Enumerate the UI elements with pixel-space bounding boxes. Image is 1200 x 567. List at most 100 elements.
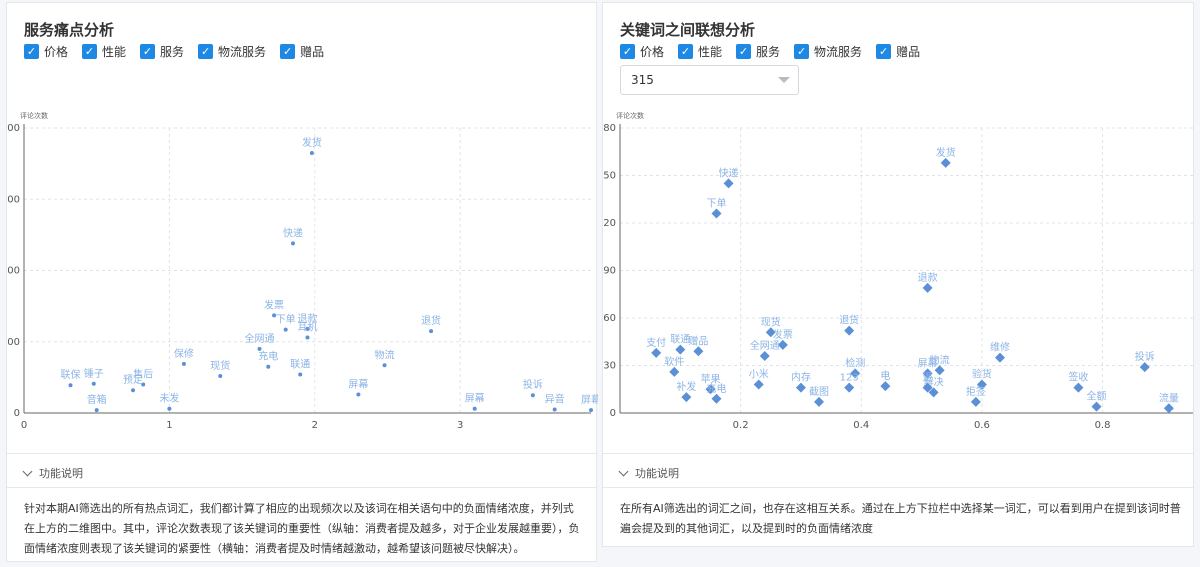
point-label: 屏幕 bbox=[465, 392, 485, 405]
data-point bbox=[305, 335, 310, 340]
point-label: 屏幕 bbox=[918, 356, 938, 369]
data-point bbox=[141, 382, 146, 387]
pain-point-panel: 服务痛点分析 ✓ 价格 ✓ 性能 ✓ 服务 ✓ 物流服务 ✓ 赠品 0 1,000 2,000 3,00… bbox=[6, 2, 598, 562]
point-label: 软件 bbox=[664, 355, 684, 368]
point-label: 退款 bbox=[918, 271, 938, 284]
point-label: 音箱 bbox=[87, 393, 107, 406]
divider bbox=[7, 453, 596, 454]
keyword-select-value: 315 bbox=[631, 73, 654, 87]
point-label: 联保 bbox=[61, 368, 81, 381]
data-point bbox=[1163, 403, 1174, 414]
keyword-association-scatter-chart: 0 30 60 90 120 150 180 0.2 0.4 0.6 0.8 评论次数发货快递下单退款… bbox=[603, 111, 1193, 431]
data-point bbox=[976, 379, 987, 390]
point-label: 签收 bbox=[1068, 371, 1088, 384]
checkbox-checked-icon: ✓ bbox=[678, 44, 694, 59]
checkbox-checked-icon: ✓ bbox=[280, 44, 296, 59]
checkbox-label: 服务 bbox=[756, 45, 781, 59]
data-point bbox=[795, 382, 806, 393]
x-tick-label: 3 bbox=[457, 420, 463, 431]
point-label: 耳机 bbox=[298, 320, 318, 333]
point-label: 异音 bbox=[545, 392, 565, 405]
data-point bbox=[266, 364, 271, 369]
checkbox-1[interactable]: ✓ 性能 bbox=[678, 43, 722, 60]
y-tick-label: 60 bbox=[603, 313, 616, 324]
x-tick-label: 0.2 bbox=[733, 420, 749, 431]
keyword-select[interactable]: 315 bbox=[620, 65, 799, 95]
data-point bbox=[1091, 401, 1102, 412]
data-point bbox=[298, 372, 303, 377]
data-point bbox=[940, 157, 951, 168]
data-point bbox=[880, 381, 891, 392]
data-point bbox=[94, 408, 99, 413]
panel-title: 服务痛点分析 bbox=[24, 21, 115, 39]
checkbox-4[interactable]: ✓ 赠品 bbox=[280, 43, 324, 60]
point-label: 电 bbox=[880, 369, 890, 382]
checkbox-3[interactable]: ✓ 物流服务 bbox=[794, 43, 862, 60]
data-point bbox=[283, 327, 288, 332]
data-point bbox=[693, 346, 704, 357]
data-point bbox=[970, 396, 981, 407]
checkbox-1[interactable]: ✓ 性能 bbox=[82, 43, 126, 60]
y-tick-label: 150 bbox=[603, 171, 616, 182]
point-label: 快递 bbox=[283, 226, 303, 239]
data-point bbox=[994, 352, 1005, 363]
point-label: 退款 bbox=[298, 312, 318, 325]
function-description-toggle[interactable]: 功能说明 bbox=[22, 465, 83, 481]
checkbox-2[interactable]: ✓ 服务 bbox=[140, 43, 184, 60]
point-label: 屏幕 bbox=[348, 377, 368, 390]
x-tick-label: 0.6 bbox=[974, 420, 990, 431]
checkbox-checked-icon: ✓ bbox=[794, 44, 810, 59]
data-point bbox=[922, 382, 933, 393]
data-point bbox=[669, 366, 680, 377]
point-label: 屏幕 bbox=[581, 393, 598, 406]
checkbox-0[interactable]: ✓ 价格 bbox=[620, 43, 664, 60]
x-tick-label: 0 bbox=[21, 420, 27, 431]
data-point bbox=[850, 368, 861, 379]
point-label: 全网通 bbox=[245, 332, 275, 345]
data-point bbox=[777, 339, 788, 350]
checkbox-0[interactable]: ✓ 价格 bbox=[24, 43, 68, 60]
point-label: 联通 bbox=[290, 359, 310, 371]
category-filter: ✓ 价格 ✓ 性能 ✓ 服务 ✓ 物流服务 ✓ 赠品 bbox=[620, 43, 920, 60]
data-point bbox=[934, 365, 945, 376]
data-point bbox=[131, 388, 136, 393]
checkbox-label: 赠品 bbox=[896, 45, 921, 59]
data-point bbox=[681, 392, 692, 403]
point-label: 内存 bbox=[791, 371, 811, 384]
checkbox-label: 物流服务 bbox=[218, 45, 267, 59]
data-point bbox=[928, 387, 939, 398]
point-label: 发货 bbox=[936, 146, 956, 159]
data-point bbox=[472, 406, 477, 411]
point-label: 下单 bbox=[276, 314, 296, 326]
y-tick-label: 90 bbox=[603, 266, 616, 277]
panel-title: 关键词之间联想分析 bbox=[620, 21, 756, 39]
point-label: 发票 bbox=[773, 328, 793, 341]
point-label: 退 bbox=[923, 372, 933, 384]
point-label: 123 bbox=[840, 373, 859, 384]
y-tick-label: 1,000 bbox=[7, 337, 20, 348]
point-label: 维修 bbox=[990, 341, 1010, 354]
point-label: 拒签 bbox=[966, 385, 986, 398]
chevron-down-icon bbox=[22, 466, 33, 476]
point-label: 退货 bbox=[839, 314, 859, 327]
data-point bbox=[589, 408, 593, 413]
checkbox-3[interactable]: ✓ 物流服务 bbox=[198, 43, 266, 60]
point-label: 物流 bbox=[375, 348, 395, 361]
data-point bbox=[91, 381, 96, 386]
function-description-toggle[interactable]: 功能说明 bbox=[618, 465, 679, 481]
data-point bbox=[922, 368, 933, 379]
function-description-text: 在所有AI筛选出的词汇之间，也存在这相互关系。通过在上方下拉栏中选择某一词汇，可… bbox=[620, 502, 1181, 535]
checkbox-checked-icon: ✓ bbox=[24, 44, 39, 59]
data-point bbox=[1073, 382, 1084, 393]
data-point bbox=[814, 396, 825, 407]
point-label: 联通 bbox=[670, 334, 690, 346]
point-label: 充电 bbox=[258, 350, 278, 363]
checkbox-4[interactable]: ✓ 赠品 bbox=[876, 43, 920, 60]
data-point bbox=[290, 241, 295, 246]
checkbox-2[interactable]: ✓ 服务 bbox=[736, 43, 780, 60]
y-tick-label: 0 bbox=[14, 408, 20, 419]
point-label: 赠品 bbox=[688, 334, 708, 347]
dropdown-arrow-icon bbox=[778, 77, 790, 83]
point-label: 小米 bbox=[749, 368, 769, 381]
data-point bbox=[181, 361, 186, 366]
